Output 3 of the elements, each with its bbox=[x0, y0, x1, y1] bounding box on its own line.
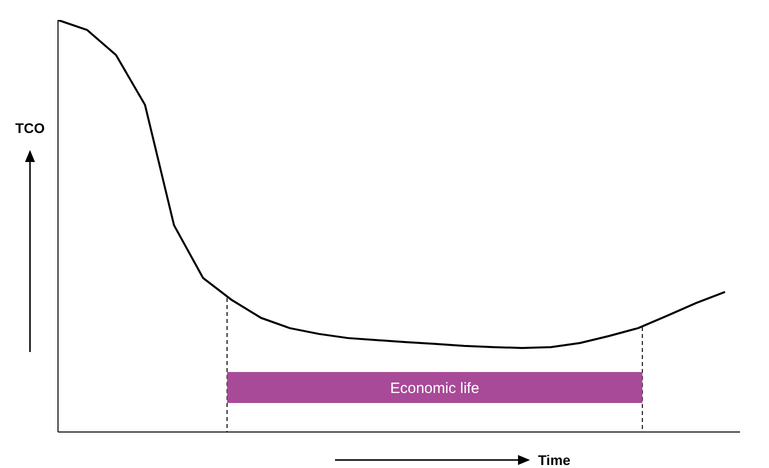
y-axis-title: TCO bbox=[15, 120, 45, 136]
x-axis-title: Time bbox=[538, 452, 571, 468]
annotation: Economic life bbox=[390, 380, 480, 397]
